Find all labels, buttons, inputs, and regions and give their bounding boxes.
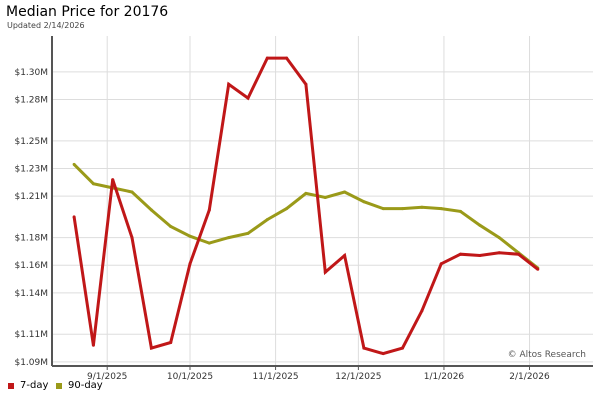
data-point-7-day bbox=[188, 262, 192, 266]
data-point-90-day bbox=[343, 190, 347, 194]
data-point-90-day bbox=[265, 218, 269, 222]
legend-item-90-day: 90-day bbox=[56, 380, 103, 391]
x-tick-label: 11/1/2025 bbox=[252, 372, 298, 382]
data-point-90-day bbox=[188, 234, 192, 238]
data-point-90-day bbox=[149, 208, 153, 212]
data-point-90-day bbox=[130, 190, 134, 194]
data-point-7-day bbox=[227, 82, 231, 86]
data-point-90-day bbox=[246, 231, 250, 235]
y-tick-label: $1.09M bbox=[14, 358, 48, 368]
y-tick-label: $1.18M bbox=[14, 234, 48, 244]
y-tick-label: $1.11M bbox=[14, 330, 48, 340]
watermark-text: © Altos Research bbox=[508, 350, 586, 360]
data-point-90-day bbox=[227, 236, 231, 240]
x-tick-label: 12/1/2025 bbox=[335, 372, 381, 382]
data-point-90-day bbox=[91, 182, 95, 186]
x-tick-label: 9/1/2025 bbox=[87, 372, 127, 382]
data-point-90-day bbox=[459, 209, 462, 213]
x-tick-labels: 9/1/2025 10/1/2025 11/1/2025 12/1/2025 1/1/2… bbox=[87, 366, 550, 382]
data-point-7-day bbox=[420, 309, 424, 313]
y-tick-labels: $1.09M $1.11M $1.14M $1.16M $1.18M $1.21M $1.2… bbox=[14, 68, 48, 368]
data-point-7-day bbox=[285, 56, 289, 60]
series-lines bbox=[72, 56, 540, 356]
y-tick-label: $1.25M bbox=[14, 137, 48, 147]
data-point-7-day bbox=[72, 215, 76, 219]
data-point-7-day bbox=[207, 208, 211, 212]
y-tick-label: $1.28M bbox=[14, 96, 48, 106]
data-point-90-day bbox=[169, 225, 173, 228]
x-tick-label: 10/1/2025 bbox=[167, 372, 213, 382]
legend-label-90-day: 90-day bbox=[68, 380, 103, 391]
legend-label-7-day: 7-day bbox=[20, 380, 49, 391]
data-point-90-day bbox=[401, 207, 404, 211]
data-point-7-day bbox=[439, 262, 443, 266]
y-tick-label: $1.23M bbox=[14, 165, 48, 175]
data-point-7-day bbox=[130, 236, 134, 240]
data-point-90-day bbox=[304, 191, 308, 195]
legend-item-7-day: 7-day bbox=[8, 380, 48, 391]
legend-swatch-90-day bbox=[56, 382, 62, 389]
data-point-7-day bbox=[401, 346, 404, 350]
data-point-7-day bbox=[265, 56, 269, 60]
data-point-7-day bbox=[304, 82, 308, 86]
data-point-90-day bbox=[497, 236, 501, 240]
data-point-7-day bbox=[497, 251, 501, 255]
chart-title: Median Price for 20176 bbox=[6, 4, 169, 20]
data-point-7-day bbox=[459, 252, 462, 256]
data-point-90-day bbox=[362, 200, 366, 204]
data-point-90-day bbox=[207, 241, 211, 245]
chart-subtitle: Updated 2/14/2026 bbox=[7, 21, 85, 30]
data-point-90-day bbox=[72, 162, 76, 166]
data-point-90-day bbox=[439, 207, 443, 211]
x-tick-label: 2/1/2026 bbox=[509, 372, 550, 382]
data-point-7-day bbox=[169, 341, 173, 344]
data-point-7-day bbox=[246, 96, 250, 100]
data-point-90-day bbox=[285, 207, 289, 211]
data-point-7-day bbox=[323, 270, 327, 274]
data-point-7-day bbox=[536, 267, 540, 271]
data-point-7-day bbox=[91, 343, 95, 347]
y-tick-label: $1.21M bbox=[14, 192, 48, 202]
data-point-7-day bbox=[381, 352, 385, 356]
x-tick-label: 1/1/2026 bbox=[424, 372, 465, 382]
data-point-7-day bbox=[149, 346, 153, 350]
y-tick-label: $1.16M bbox=[14, 261, 48, 271]
data-point-7-day bbox=[343, 254, 347, 257]
data-point-7-day bbox=[111, 178, 115, 182]
data-point-90-day bbox=[420, 205, 424, 209]
data-point-7-day bbox=[478, 254, 482, 257]
legend-swatch-7-day bbox=[8, 382, 14, 389]
y-tick-label: $1.14M bbox=[14, 289, 48, 299]
data-point-90-day bbox=[323, 196, 327, 199]
data-point-90-day bbox=[478, 223, 482, 227]
data-point-7-day bbox=[362, 346, 366, 350]
plot-background bbox=[52, 36, 593, 366]
data-point-90-day bbox=[381, 207, 385, 211]
y-tick-label: $1.30M bbox=[14, 68, 48, 78]
data-point-7-day bbox=[517, 252, 520, 256]
